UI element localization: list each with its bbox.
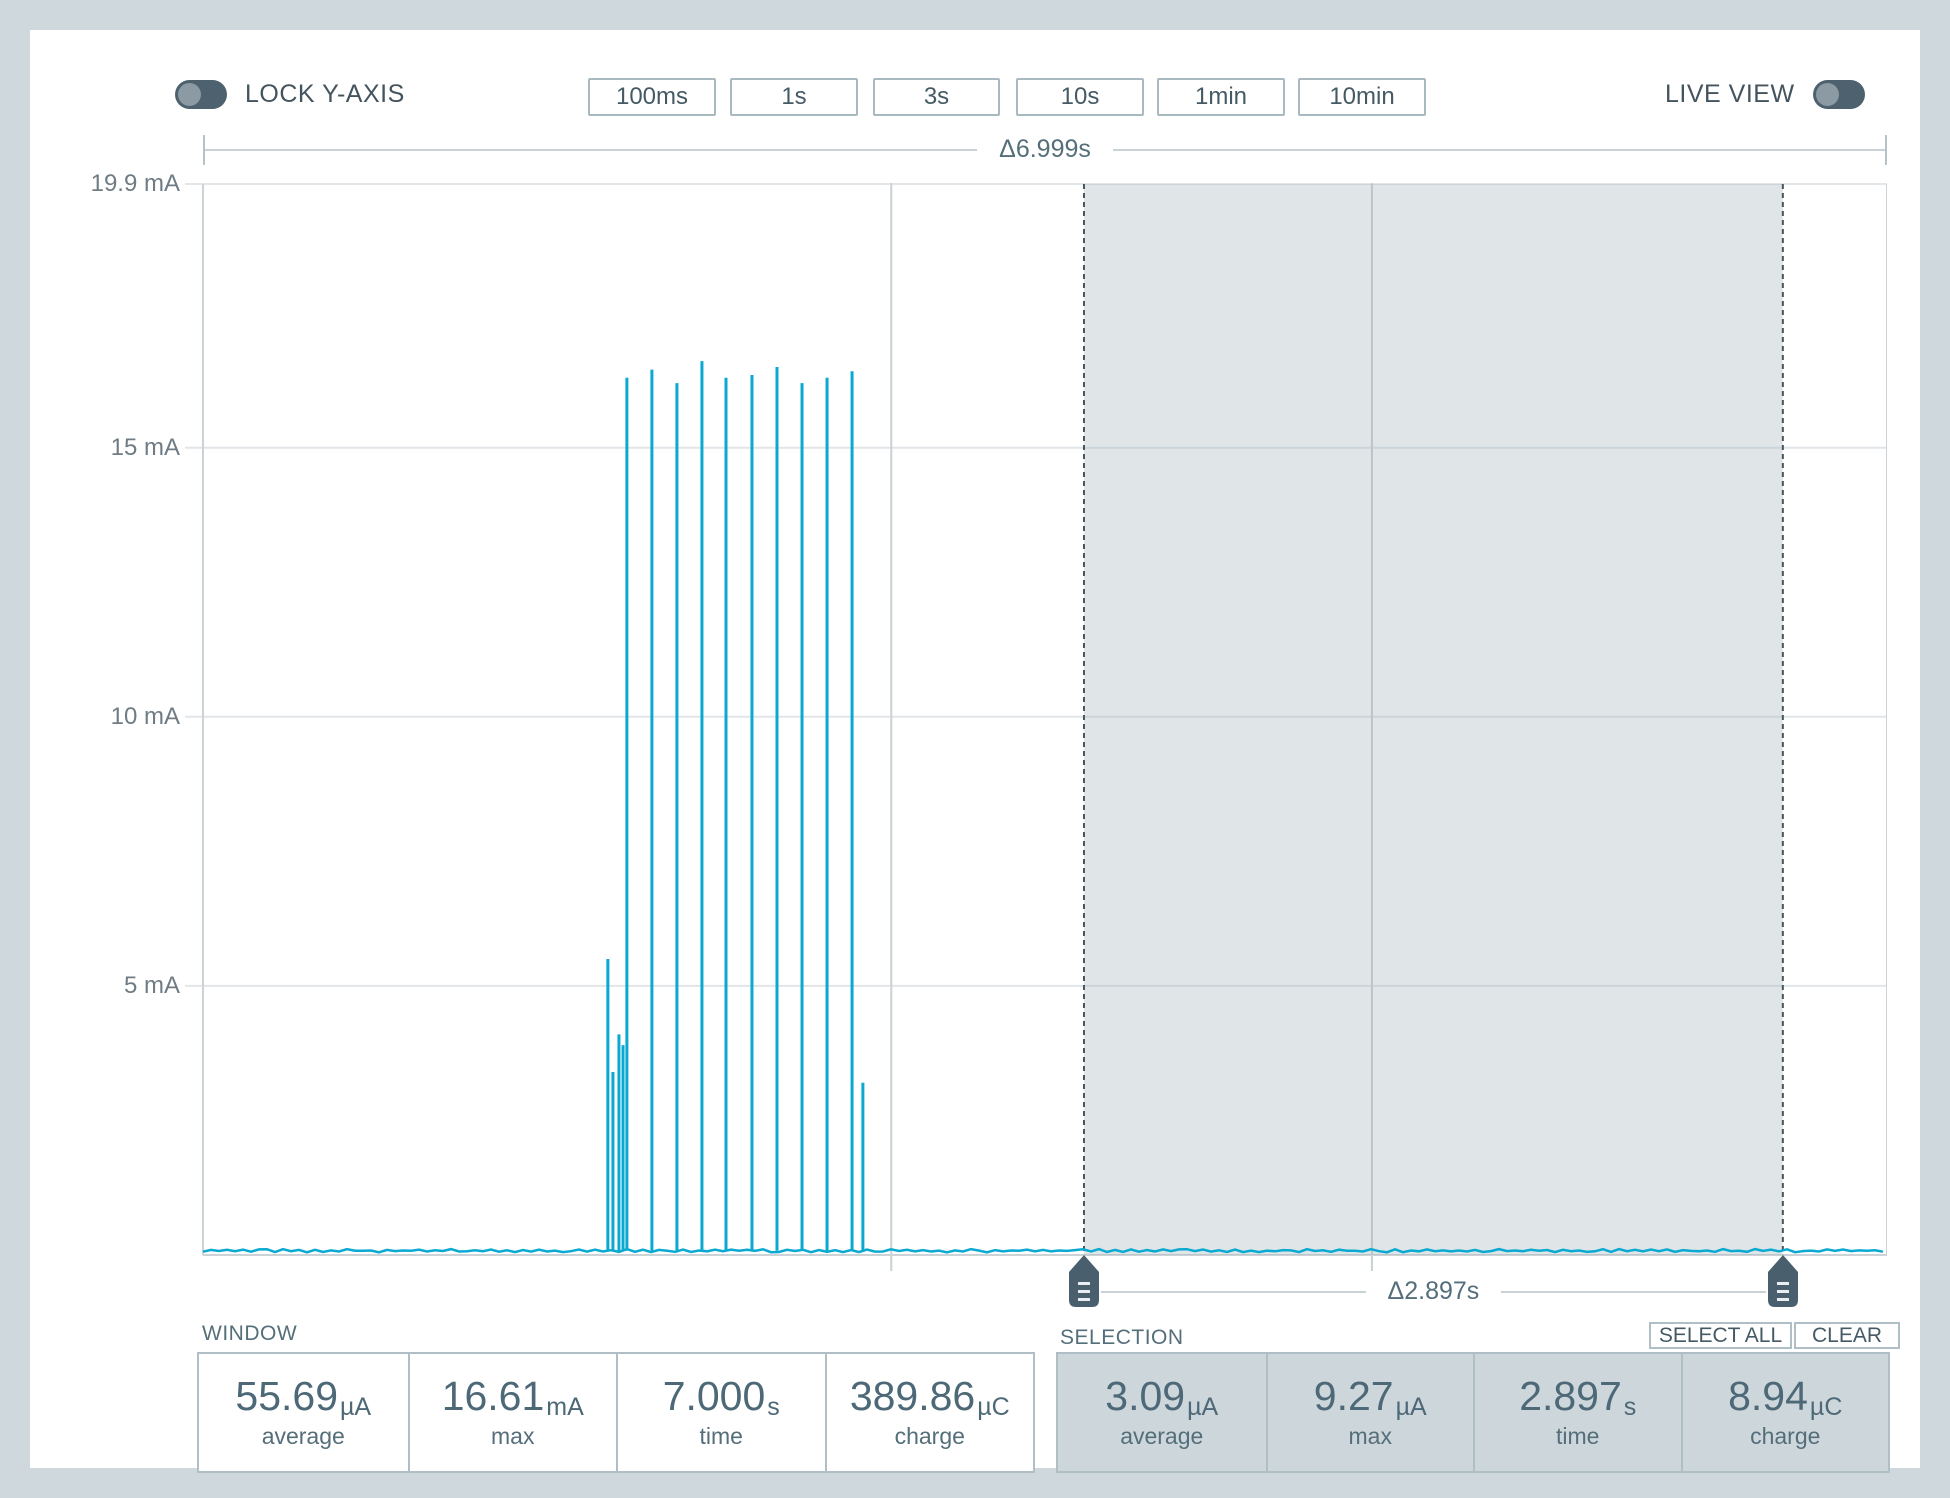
zoom-button-1min[interactable]: 1min: [1157, 78, 1285, 116]
zoom-button-10s[interactable]: 10s: [1016, 78, 1144, 116]
lock-y-axis-control: LOCK Y-AXIS: [175, 80, 405, 109]
selection-stat-average: 3.09µA average: [1058, 1354, 1266, 1471]
toggle-knob: [178, 83, 201, 106]
y-axis-tick-label: 19.9 mA: [90, 170, 180, 197]
selection-stat-max: 9.27µA max: [1265, 1354, 1473, 1471]
selection-region[interactable]: [1083, 184, 1783, 1255]
lock-y-axis-toggle[interactable]: [175, 80, 227, 109]
y-axis-tick-label: 15 mA: [110, 433, 180, 461]
handle-grip-icon: [1767, 1255, 1798, 1307]
handle-grip-icon: [1068, 1255, 1099, 1307]
chart-canvas[interactable]: [185, 183, 1888, 1277]
chart-panel: LOCK Y-AXIS 100ms 1s 3s 10s 1min 10min L…: [30, 30, 1920, 1473]
live-view-toggle[interactable]: [1812, 80, 1865, 109]
selection-stats-title: SELECTION: [1060, 1326, 1184, 1349]
selection-handle-left[interactable]: [1068, 1255, 1099, 1307]
window-stat-charge: 389.86µC charge: [824, 1354, 1033, 1471]
toggle-knob: [1815, 83, 1839, 106]
window-stat-time: 7.000s time: [616, 1354, 825, 1471]
lock-y-axis-label: LOCK Y-AXIS: [245, 80, 405, 108]
selection-handle-right[interactable]: [1767, 1255, 1798, 1307]
live-view-label: LIVE VIEW: [1665, 80, 1795, 108]
y-axis-tick-label: 5 mA: [123, 971, 180, 999]
window-delta-label: Δ6.999s: [999, 134, 1091, 163]
selection-stats-box: 3.09µA average 9.27µA max 2.897s time 8.…: [1056, 1352, 1890, 1473]
ruler-left-tick: [203, 135, 205, 165]
window-stat-average: 55.69µA average: [199, 1354, 408, 1471]
selection-stat-charge: 8.94µC charge: [1680, 1354, 1888, 1471]
clear-button[interactable]: CLEAR: [1794, 1322, 1900, 1349]
window-stats-title: WINDOW: [202, 1322, 298, 1345]
select-all-button[interactable]: SELECT ALL: [1649, 1322, 1792, 1349]
ruler-right-tick: [1885, 135, 1888, 165]
window-stat-max: 16.61mA max: [407, 1354, 616, 1471]
y-axis-tick-label: 10 mA: [110, 702, 180, 730]
current-trace-baseline: [202, 1247, 1884, 1254]
window-delta-ruler: Δ6.999s: [203, 134, 1888, 165]
zoom-button-100ms[interactable]: 100ms: [588, 78, 716, 116]
selection-stat-time: 2.897s time: [1473, 1354, 1681, 1471]
zoom-button-3s[interactable]: 3s: [873, 78, 1000, 116]
current-chart[interactable]: [185, 183, 1888, 1277]
live-view-control: LIVE VIEW: [1665, 80, 1865, 109]
zoom-button-10min[interactable]: 10min: [1298, 78, 1426, 116]
window-stats-box: 55.69µA average 16.61mA max 7.000s time …: [197, 1352, 1035, 1473]
selection-delta-label: Δ2.897s: [1387, 1276, 1480, 1305]
selection-delta-ruler: Δ2.897s: [1100, 1276, 1766, 1307]
zoom-button-1s[interactable]: 1s: [730, 78, 858, 116]
